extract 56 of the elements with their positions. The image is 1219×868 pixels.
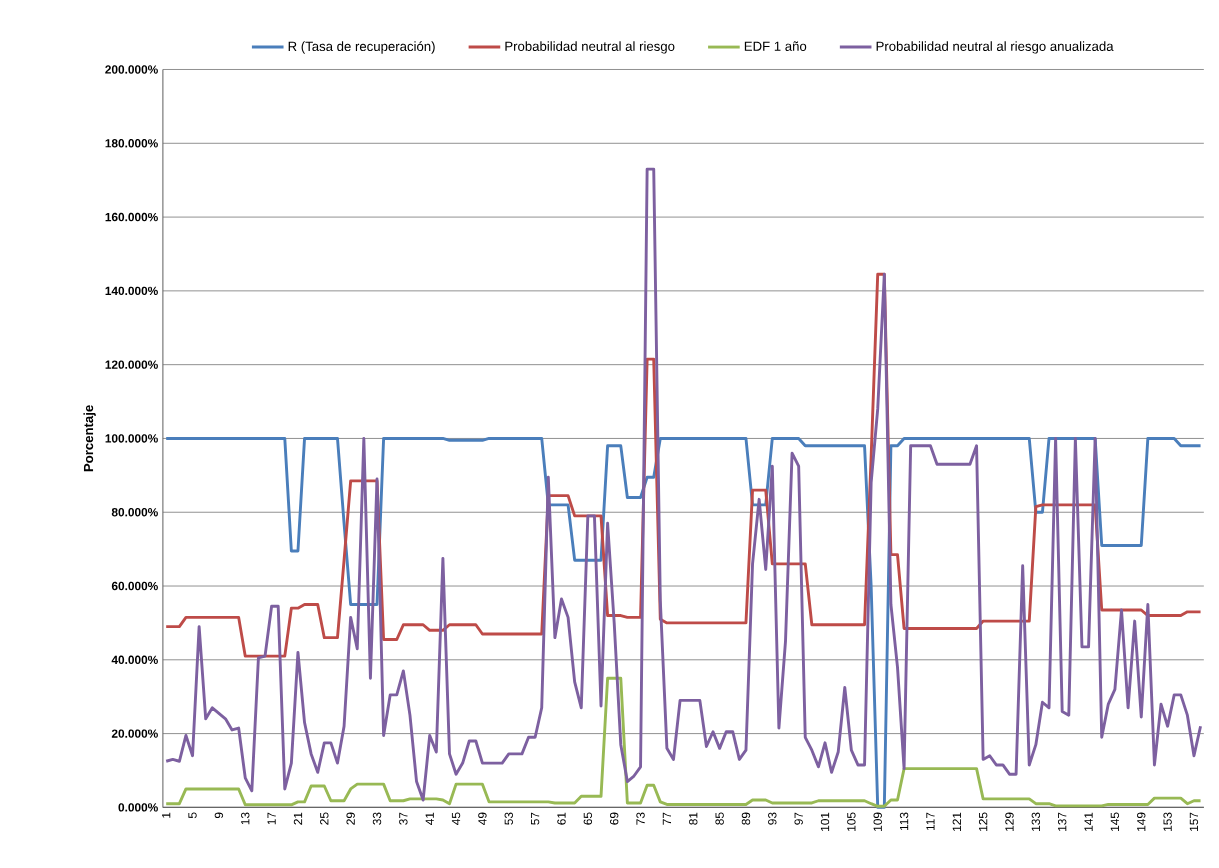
x-tick-label: 17	[267, 812, 276, 825]
x-tick-label: 149	[1137, 812, 1146, 832]
legend-label: EDF 1 año	[744, 41, 807, 52]
x-tick-label: 89	[741, 812, 751, 825]
x-tick-label: 65	[583, 812, 593, 825]
y-tick-label: 160.000%	[105, 213, 158, 222]
x-tick-label: 13	[241, 812, 250, 825]
y-tick-label: 200.000%	[105, 65, 158, 74]
x-tick-label: 61	[557, 812, 566, 825]
x-tick-label: 33	[372, 812, 382, 825]
x-tick-label: 125	[978, 812, 988, 832]
x-tick-label: 141	[1084, 812, 1093, 832]
y-axis-title: Porcentaje	[83, 405, 96, 472]
x-tick-label: 37	[399, 812, 408, 825]
x-tick-label: 145	[1110, 812, 1120, 832]
y-tick-label: 120.000%	[105, 360, 158, 370]
y-tick-label: 80.000%	[111, 508, 158, 517]
x-tick-label: 121	[952, 812, 961, 832]
legend-label: Probabilidad neutral al riesgo anualizada	[876, 41, 1114, 54]
x-tick-label: 85	[715, 812, 724, 825]
y-tick-label: 40.000%	[111, 655, 158, 665]
x-tick-label: 153	[1163, 812, 1172, 832]
x-tick-label: 41	[425, 812, 434, 826]
x-tick-label: 101	[820, 812, 830, 832]
x-tick-label: 81	[689, 812, 698, 825]
x-tick-label: 73	[636, 812, 645, 825]
x-tick-label: 5	[188, 812, 197, 819]
x-tick-label: 97	[794, 812, 803, 825]
x-tick-label: 57	[530, 812, 540, 825]
x-tick-label: 21	[293, 812, 303, 825]
y-tick-label: 20.000%	[111, 729, 158, 738]
x-tick-label: 133	[1031, 812, 1041, 832]
x-tick-label: 1	[162, 812, 171, 818]
y-tick-label: 140.000%	[105, 286, 158, 296]
x-tick-label: 25	[320, 812, 329, 825]
x-tick-label: 117	[926, 812, 935, 831]
legend-label: R (Tasa de recuperación)	[288, 41, 435, 54]
x-tick-label: 109	[873, 812, 882, 832]
x-tick-label: 113	[899, 812, 909, 831]
y-tick-label: 0.000%	[118, 803, 158, 812]
x-tick-label: 105	[847, 812, 856, 832]
x-tick-label: 69	[609, 812, 619, 825]
y-tick-label: 100.000%	[105, 434, 158, 443]
x-tick-label: 157	[1189, 812, 1199, 832]
x-tick-label: 29	[346, 812, 355, 825]
x-tick-label: 77	[662, 812, 671, 825]
x-tick-label: 53	[504, 812, 513, 825]
x-tick-label: 45	[451, 812, 461, 826]
x-tick-label: 93	[768, 812, 777, 825]
legend-label: Probabilidad neutral al riesgo	[505, 41, 675, 54]
y-tick-label: 180.000%	[105, 139, 158, 148]
y-tick-label: 60.000%	[111, 581, 158, 591]
x-tick-label: 49	[478, 812, 487, 826]
x-tick-label: 137	[1057, 812, 1067, 832]
x-tick-label: 9	[214, 812, 224, 819]
x-tick-label: 129	[1005, 812, 1014, 832]
